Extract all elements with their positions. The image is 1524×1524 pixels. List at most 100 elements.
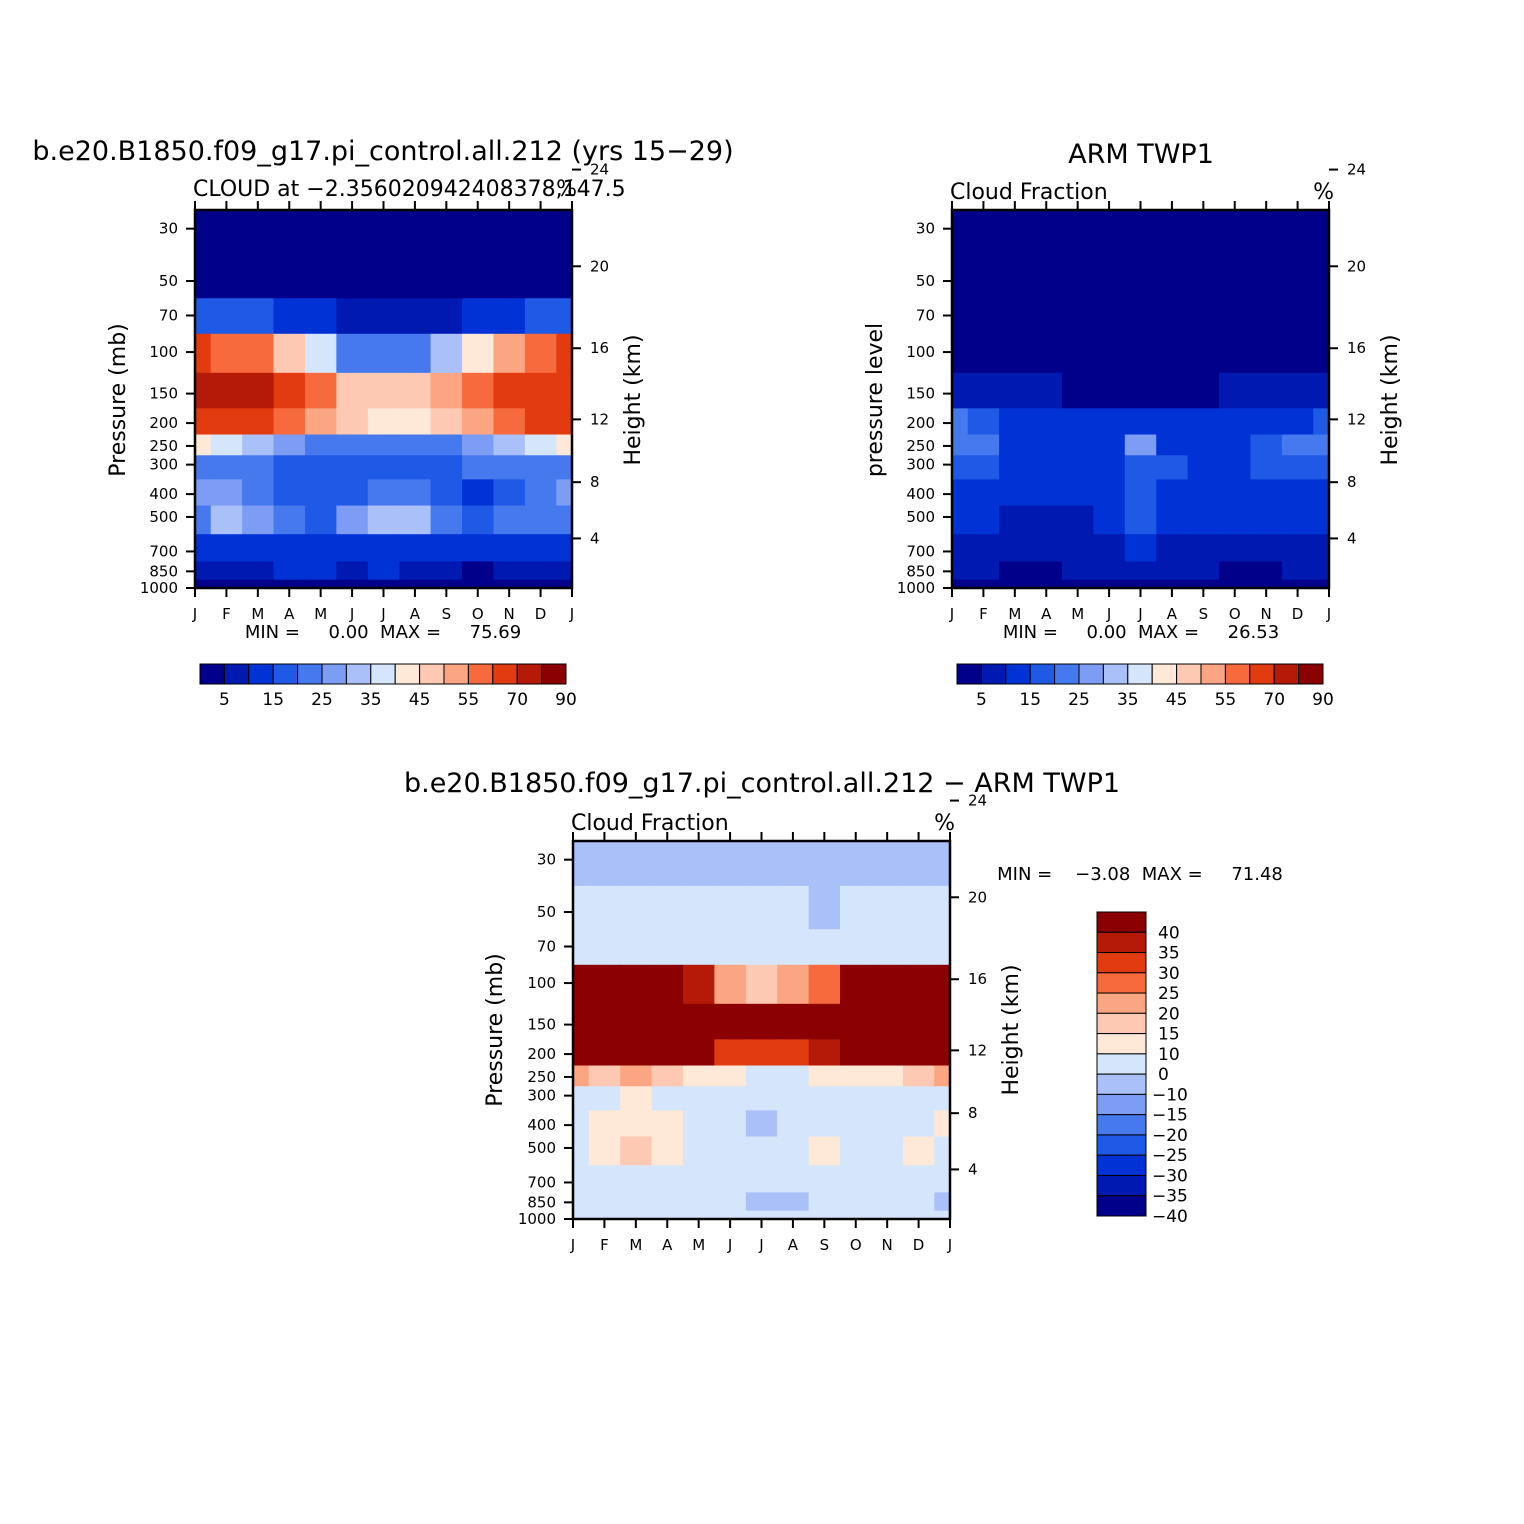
contour-cell (840, 1136, 873, 1166)
colorbar-swatch (272, 663, 299, 685)
contour-cell (808, 1065, 841, 1087)
contour-cell (399, 455, 432, 480)
contour-cell (493, 333, 526, 374)
y-right-tick-label: 4 (968, 1160, 978, 1178)
contour-cell (573, 885, 590, 930)
colorbar-swatch (1151, 663, 1178, 685)
contour-cell (1124, 333, 1157, 374)
colorbar-swatch (1096, 992, 1147, 1014)
contour-cell (1281, 534, 1314, 562)
contour-cell (462, 210, 495, 256)
contour-cell (1313, 455, 1330, 480)
contour-cell (399, 479, 432, 507)
contour-cell (682, 841, 715, 887)
y-right-tick-label: 12 (968, 1041, 987, 1059)
x-tick-label: S (442, 605, 452, 623)
contour-cell (808, 1165, 841, 1193)
contour-cell (871, 964, 904, 1005)
colorbar-swatch (1005, 663, 1031, 685)
contour-cell (934, 929, 951, 966)
contour-cell (777, 885, 810, 930)
colorbar-swatch (492, 663, 518, 685)
min-max-stats: MIN = 0.00 MAX = 75.69 (245, 622, 521, 643)
y-tick-label: 1000 (518, 1210, 556, 1228)
contour-cell (651, 929, 684, 966)
contour-cell (1219, 408, 1252, 436)
contour-cell (682, 964, 715, 1005)
y-tick-label: 400 (527, 1116, 556, 1134)
contour-cell (934, 1192, 951, 1212)
contour-cell (493, 479, 526, 507)
x-tick-label: J (758, 1236, 763, 1254)
contour-cell (714, 964, 747, 1005)
contour-cell (1124, 579, 1157, 589)
contour-cell (399, 333, 432, 374)
contour-cell (1030, 505, 1063, 535)
contour-cell (304, 579, 337, 589)
colorbar-label: 40 (1158, 923, 1180, 943)
contour-cell (399, 534, 432, 562)
colorbar-swatch (1096, 1154, 1147, 1176)
contour-cell (714, 885, 747, 930)
contour-cell (999, 579, 1032, 589)
contour-cell (573, 1210, 590, 1220)
contour-cell (304, 505, 337, 535)
contour-cell (573, 1003, 590, 1040)
colorbar-label: 90 (555, 690, 577, 710)
contour-cell (967, 434, 1000, 456)
contour-cell (524, 479, 557, 507)
contour-cell (871, 1086, 904, 1111)
contour-cell (871, 1192, 904, 1212)
y-tick-label: 500 (149, 508, 178, 526)
contour-cell (934, 964, 951, 1005)
contour-cell (1219, 254, 1252, 299)
contour-cell (462, 333, 495, 374)
contour-cell (430, 372, 463, 409)
contour-cell (777, 964, 810, 1005)
contour-cell (524, 505, 557, 535)
contour-cell (195, 372, 212, 409)
contour-cell (1250, 210, 1283, 256)
contour-cell (1250, 298, 1283, 335)
colorbar-swatch (419, 663, 445, 685)
contour-cell (1061, 579, 1094, 589)
contour-cell (1219, 505, 1252, 535)
contour-cell (304, 210, 337, 256)
colorbar-swatch (1096, 1114, 1147, 1136)
contour-cell (588, 1086, 621, 1111)
contour-cell (242, 455, 275, 480)
contour-cell (1124, 455, 1157, 480)
y-tick-label: 30 (916, 220, 935, 238)
contour-cell (1281, 254, 1314, 299)
contour-cell (952, 254, 969, 299)
y-right-tick-label: 8 (590, 473, 600, 491)
contour-cell (714, 1039, 747, 1067)
contour-cell (871, 1165, 904, 1193)
contour-cell (1061, 333, 1094, 374)
contour-cell (210, 455, 243, 480)
contour-cell (1281, 372, 1314, 409)
contour-cell (242, 298, 275, 335)
contour-cell (273, 561, 306, 581)
contour-cell (336, 408, 369, 436)
contour-cell (620, 1165, 653, 1193)
contour-cell (430, 254, 463, 299)
contour-cell (902, 1136, 935, 1166)
colorbar-swatch (1096, 1093, 1147, 1116)
contour-cell (871, 1210, 904, 1220)
contour-cell (1093, 333, 1126, 374)
contour-cell (1281, 210, 1314, 256)
contour-cell (1313, 298, 1330, 335)
contour-cell (588, 1192, 621, 1212)
y-tick-label: 250 (906, 437, 935, 455)
x-tick-label: F (600, 1236, 609, 1254)
contour-cell (1156, 505, 1189, 535)
contour-cell (524, 298, 557, 335)
contour-cell (651, 1192, 684, 1212)
contour-cell (902, 1192, 935, 1212)
contour-cell (195, 505, 212, 535)
contour-cell (967, 561, 1000, 581)
contour-cell (1030, 254, 1063, 299)
y-tick-label: 300 (527, 1087, 556, 1105)
contour-cell (1156, 254, 1189, 299)
